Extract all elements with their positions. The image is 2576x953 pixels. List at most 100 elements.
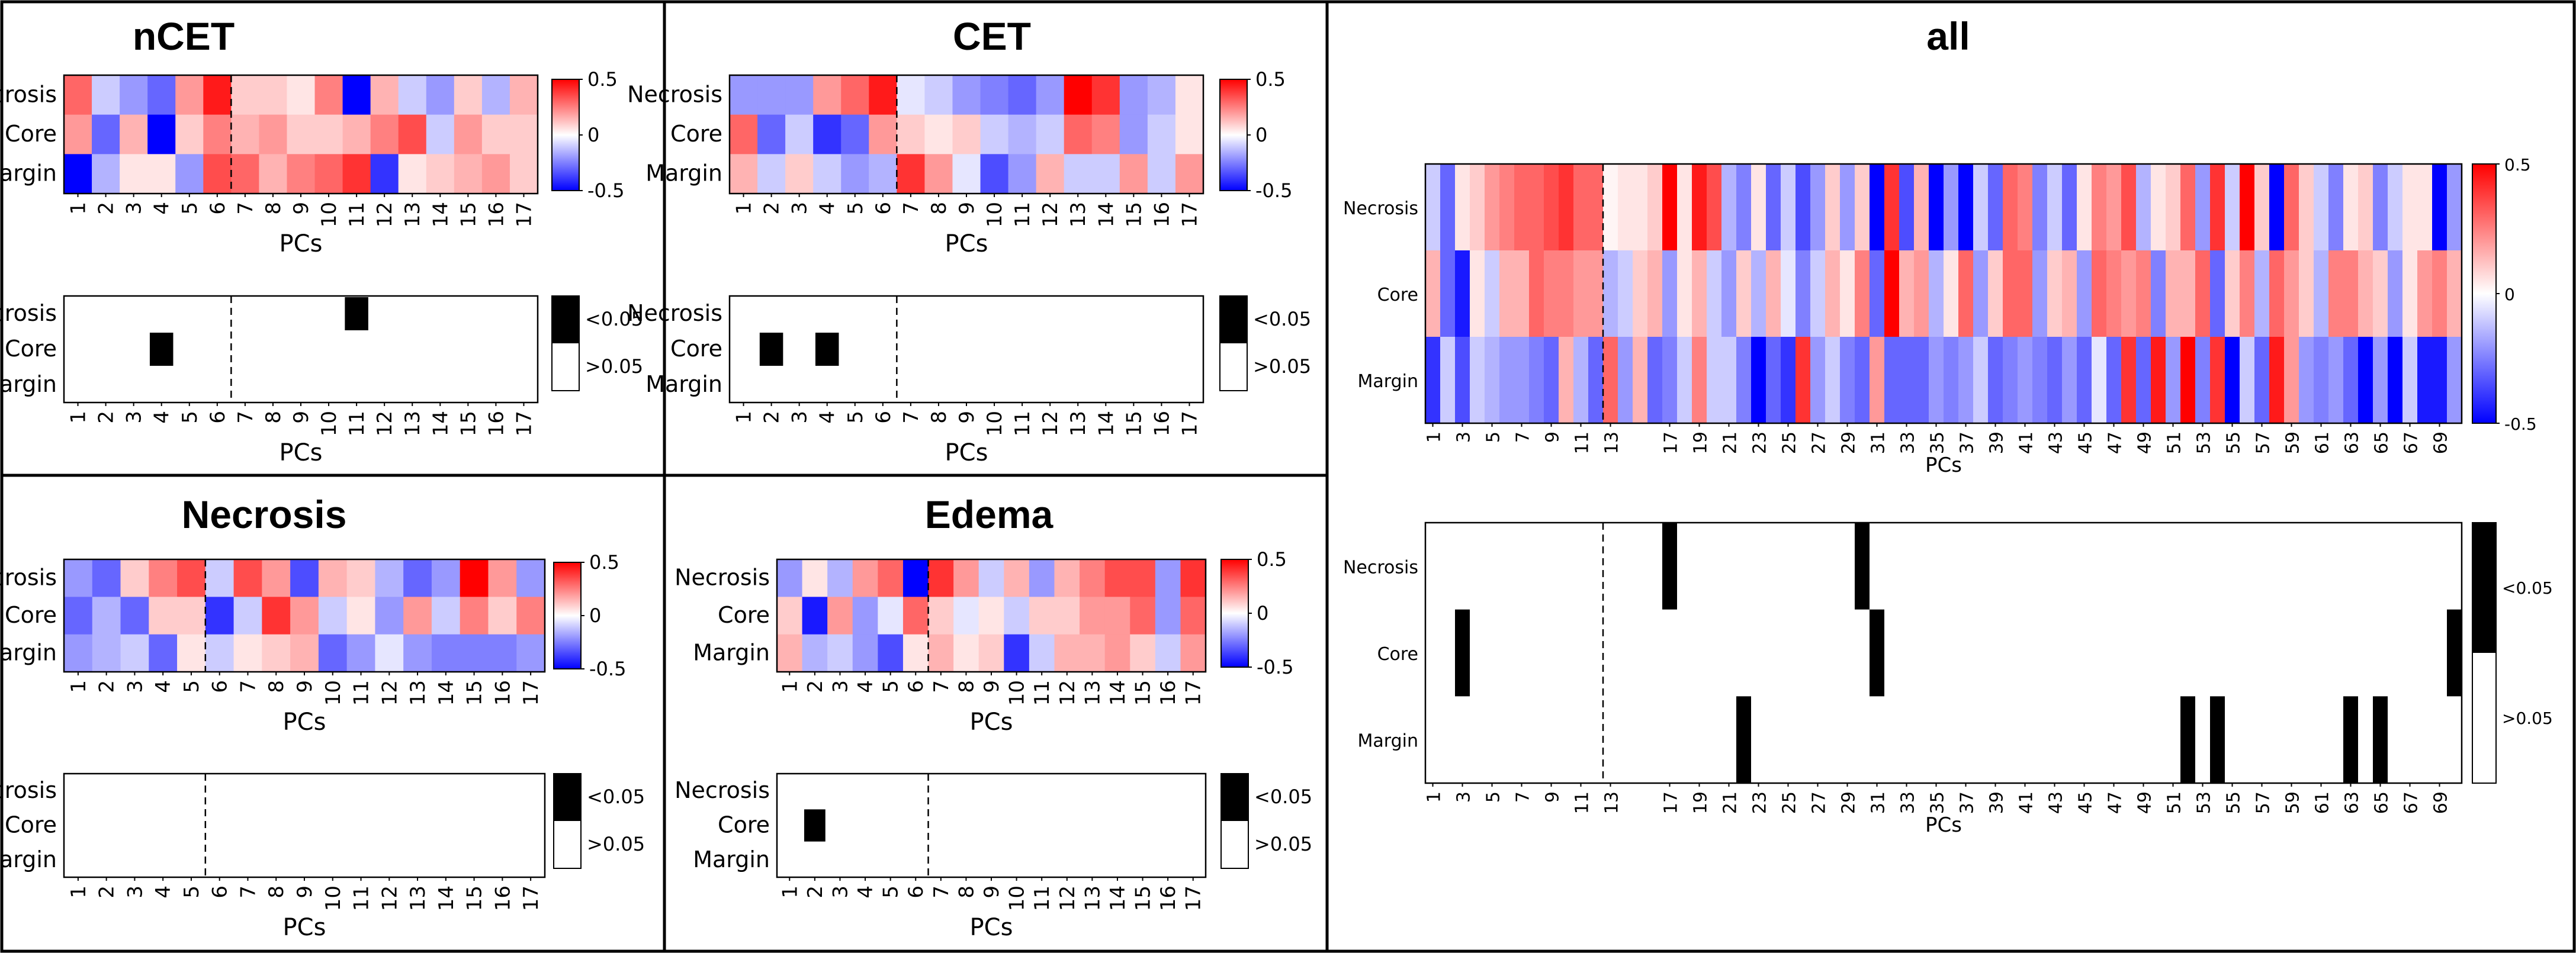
heatmap-cell	[1499, 337, 1515, 424]
heatmap-cell	[1180, 559, 1206, 597]
heatmap-cell	[1677, 250, 1692, 337]
heatmap-cell	[1529, 250, 1544, 337]
heatmap-cell	[1751, 250, 1766, 337]
x-tick-label: 31	[1868, 791, 1889, 814]
heatmap-cell	[1064, 154, 1093, 194]
heatmap-cell	[346, 634, 376, 672]
heatmap-cell	[2092, 337, 2107, 424]
heatmap-cell	[287, 75, 316, 115]
x-tick-label: 2	[804, 680, 827, 693]
heatmap-cell	[1175, 154, 1204, 194]
heatmap-cell	[1781, 164, 1796, 251]
x-tick-label: 14	[1094, 411, 1118, 436]
heatmap-cell	[2151, 164, 2166, 251]
legend-label: <0.05	[1253, 308, 1311, 330]
x-tick-label: 15	[457, 411, 480, 436]
heatmap-cell	[785, 75, 814, 115]
heatmap-cell	[1973, 337, 1989, 424]
legend-significant	[1220, 296, 1247, 343]
heatmap-cell	[1662, 164, 1678, 251]
x-tick-label: 33	[1898, 791, 1919, 814]
legend-frame	[553, 773, 582, 869]
heatmap-cell	[1988, 164, 2003, 251]
heatmap-cell	[827, 597, 853, 635]
row-label: Core	[5, 812, 57, 838]
x-tick-label: 5	[1483, 791, 1504, 803]
heatmap-cell	[730, 75, 758, 115]
x-tick-label: 7	[1513, 791, 1534, 803]
heatmap-cell	[1064, 114, 1093, 154]
heatmap-cell	[1130, 559, 1156, 597]
heatmap-cell	[2225, 164, 2240, 251]
heatmap-cell	[1603, 164, 1618, 251]
x-tick-label: 13	[1067, 411, 1090, 436]
x-tick-label: 8	[927, 411, 951, 424]
heatmap-cell	[1080, 634, 1106, 672]
x-tick-label: 5	[844, 202, 868, 215]
x-tick-label: 3	[1454, 432, 1475, 443]
heatmap-cell	[1884, 164, 1900, 251]
heatmap-cell	[1485, 337, 1500, 424]
x-tick-label: 4	[150, 411, 174, 424]
heatmap-cell	[869, 154, 897, 194]
heatmap-cell	[1647, 164, 1663, 251]
heatmap-cell	[1840, 337, 1855, 424]
row-label: Necrosis	[674, 565, 770, 591]
x-tick-label: 13	[1081, 886, 1104, 911]
x-tick-label: 45	[2076, 432, 2096, 454]
heatmap-cell	[1958, 337, 1974, 424]
heatmap-cell	[1544, 337, 1559, 424]
x-tick-label: 8	[265, 886, 288, 899]
row-label: Necrosis	[1343, 198, 1418, 219]
legend-frame	[551, 295, 580, 391]
heatmap-cell	[342, 154, 371, 194]
heatmap-frame	[63, 74, 539, 195]
heatmap-cell	[233, 597, 262, 635]
heatmap-cell	[2402, 337, 2418, 424]
heatmap-cell	[2106, 250, 2122, 337]
heatmap-cell	[1155, 597, 1181, 635]
x-tick-label: 1	[778, 680, 802, 693]
heatmap-cell	[1884, 337, 1900, 424]
heatmap-cell	[1064, 75, 1093, 115]
heatmap-cell	[2032, 164, 2048, 251]
x-tick-label: 4	[816, 202, 840, 215]
x-tick-label: 69	[2431, 791, 2452, 814]
x-tick-label: 7	[1513, 432, 1534, 443]
heatmap-cell	[1004, 597, 1030, 635]
row-label: Margin	[0, 371, 57, 397]
heatmap-cell	[1929, 337, 1944, 424]
heatmap-cell	[149, 597, 178, 635]
x-tick-label: 11	[1030, 886, 1054, 911]
heatmap-cell	[398, 114, 427, 154]
legend-label: <0.05	[585, 308, 643, 330]
x-tick-label: 35	[1928, 791, 1948, 814]
heatmap-frame	[728, 74, 1205, 195]
heatmap-cell	[287, 114, 316, 154]
x-tick-label: 12	[373, 202, 397, 227]
heatmap-cell	[841, 114, 869, 154]
heatmap-cell	[1781, 337, 1796, 424]
heatmap-cell	[488, 634, 517, 672]
heatmap-cell	[953, 597, 979, 635]
x-axis-label: PCs	[1925, 813, 1962, 837]
heatmap-cell	[149, 559, 178, 597]
heatmap-cell	[1662, 337, 1678, 424]
x-tick-label: 25	[1780, 432, 1800, 454]
x-tick-label: 1	[1424, 791, 1445, 803]
heatmap-cell	[1810, 164, 1826, 251]
heatmap-cell	[1054, 597, 1080, 635]
heatmap-cell	[2343, 337, 2359, 424]
heatmap-cell	[1944, 164, 1959, 251]
heatmap-cell	[928, 634, 954, 672]
heatmap-cell	[1485, 164, 1500, 251]
heatmap-cell	[1721, 164, 1737, 251]
heatmap-cell	[1973, 250, 1989, 337]
heatmap-cell	[346, 597, 376, 635]
significance-background	[730, 296, 1203, 403]
heatmap-cell	[2358, 164, 2373, 251]
heatmap-cell	[2018, 250, 2033, 337]
x-axis-label: PCs	[280, 439, 323, 466]
heatmap-cell	[2269, 164, 2285, 251]
heatmap-cell	[1751, 164, 1766, 251]
